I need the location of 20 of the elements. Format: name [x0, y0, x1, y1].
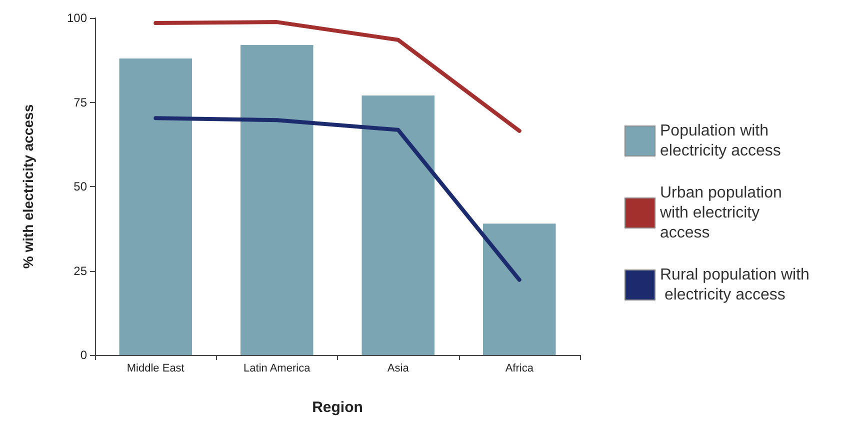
bar — [119, 58, 192, 355]
x-tick-label: Africa — [505, 362, 534, 374]
bar — [240, 44, 314, 355]
legend-label: Population with electricity access — [660, 122, 781, 160]
line-series — [154, 20, 522, 133]
bar — [362, 96, 434, 355]
y-axis-title: % with electricity access — [20, 104, 36, 269]
x-tick-label: Middle East — [126, 362, 184, 374]
y-tick-label: 25 — [74, 264, 88, 278]
x-tick-label: Latin America — [244, 362, 312, 374]
y-tick-label: 75 — [74, 95, 88, 110]
bar — [483, 224, 556, 355]
line-series — [154, 116, 522, 282]
legend-label: Urban population with electricity access — [659, 184, 786, 242]
y-tick-label: 50 — [74, 180, 88, 194]
legend-label: Rural population with electricity access — [660, 266, 810, 304]
x-axis-title: Region — [312, 399, 363, 416]
x-tick-label: Asia — [387, 362, 410, 374]
y-tick-label: 100 — [66, 11, 88, 25]
y-tick-label: 0 — [80, 348, 88, 362]
